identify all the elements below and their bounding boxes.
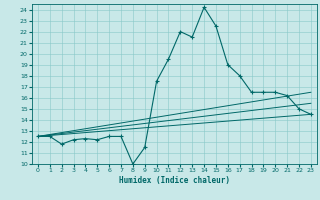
X-axis label: Humidex (Indice chaleur): Humidex (Indice chaleur) [119,176,230,185]
